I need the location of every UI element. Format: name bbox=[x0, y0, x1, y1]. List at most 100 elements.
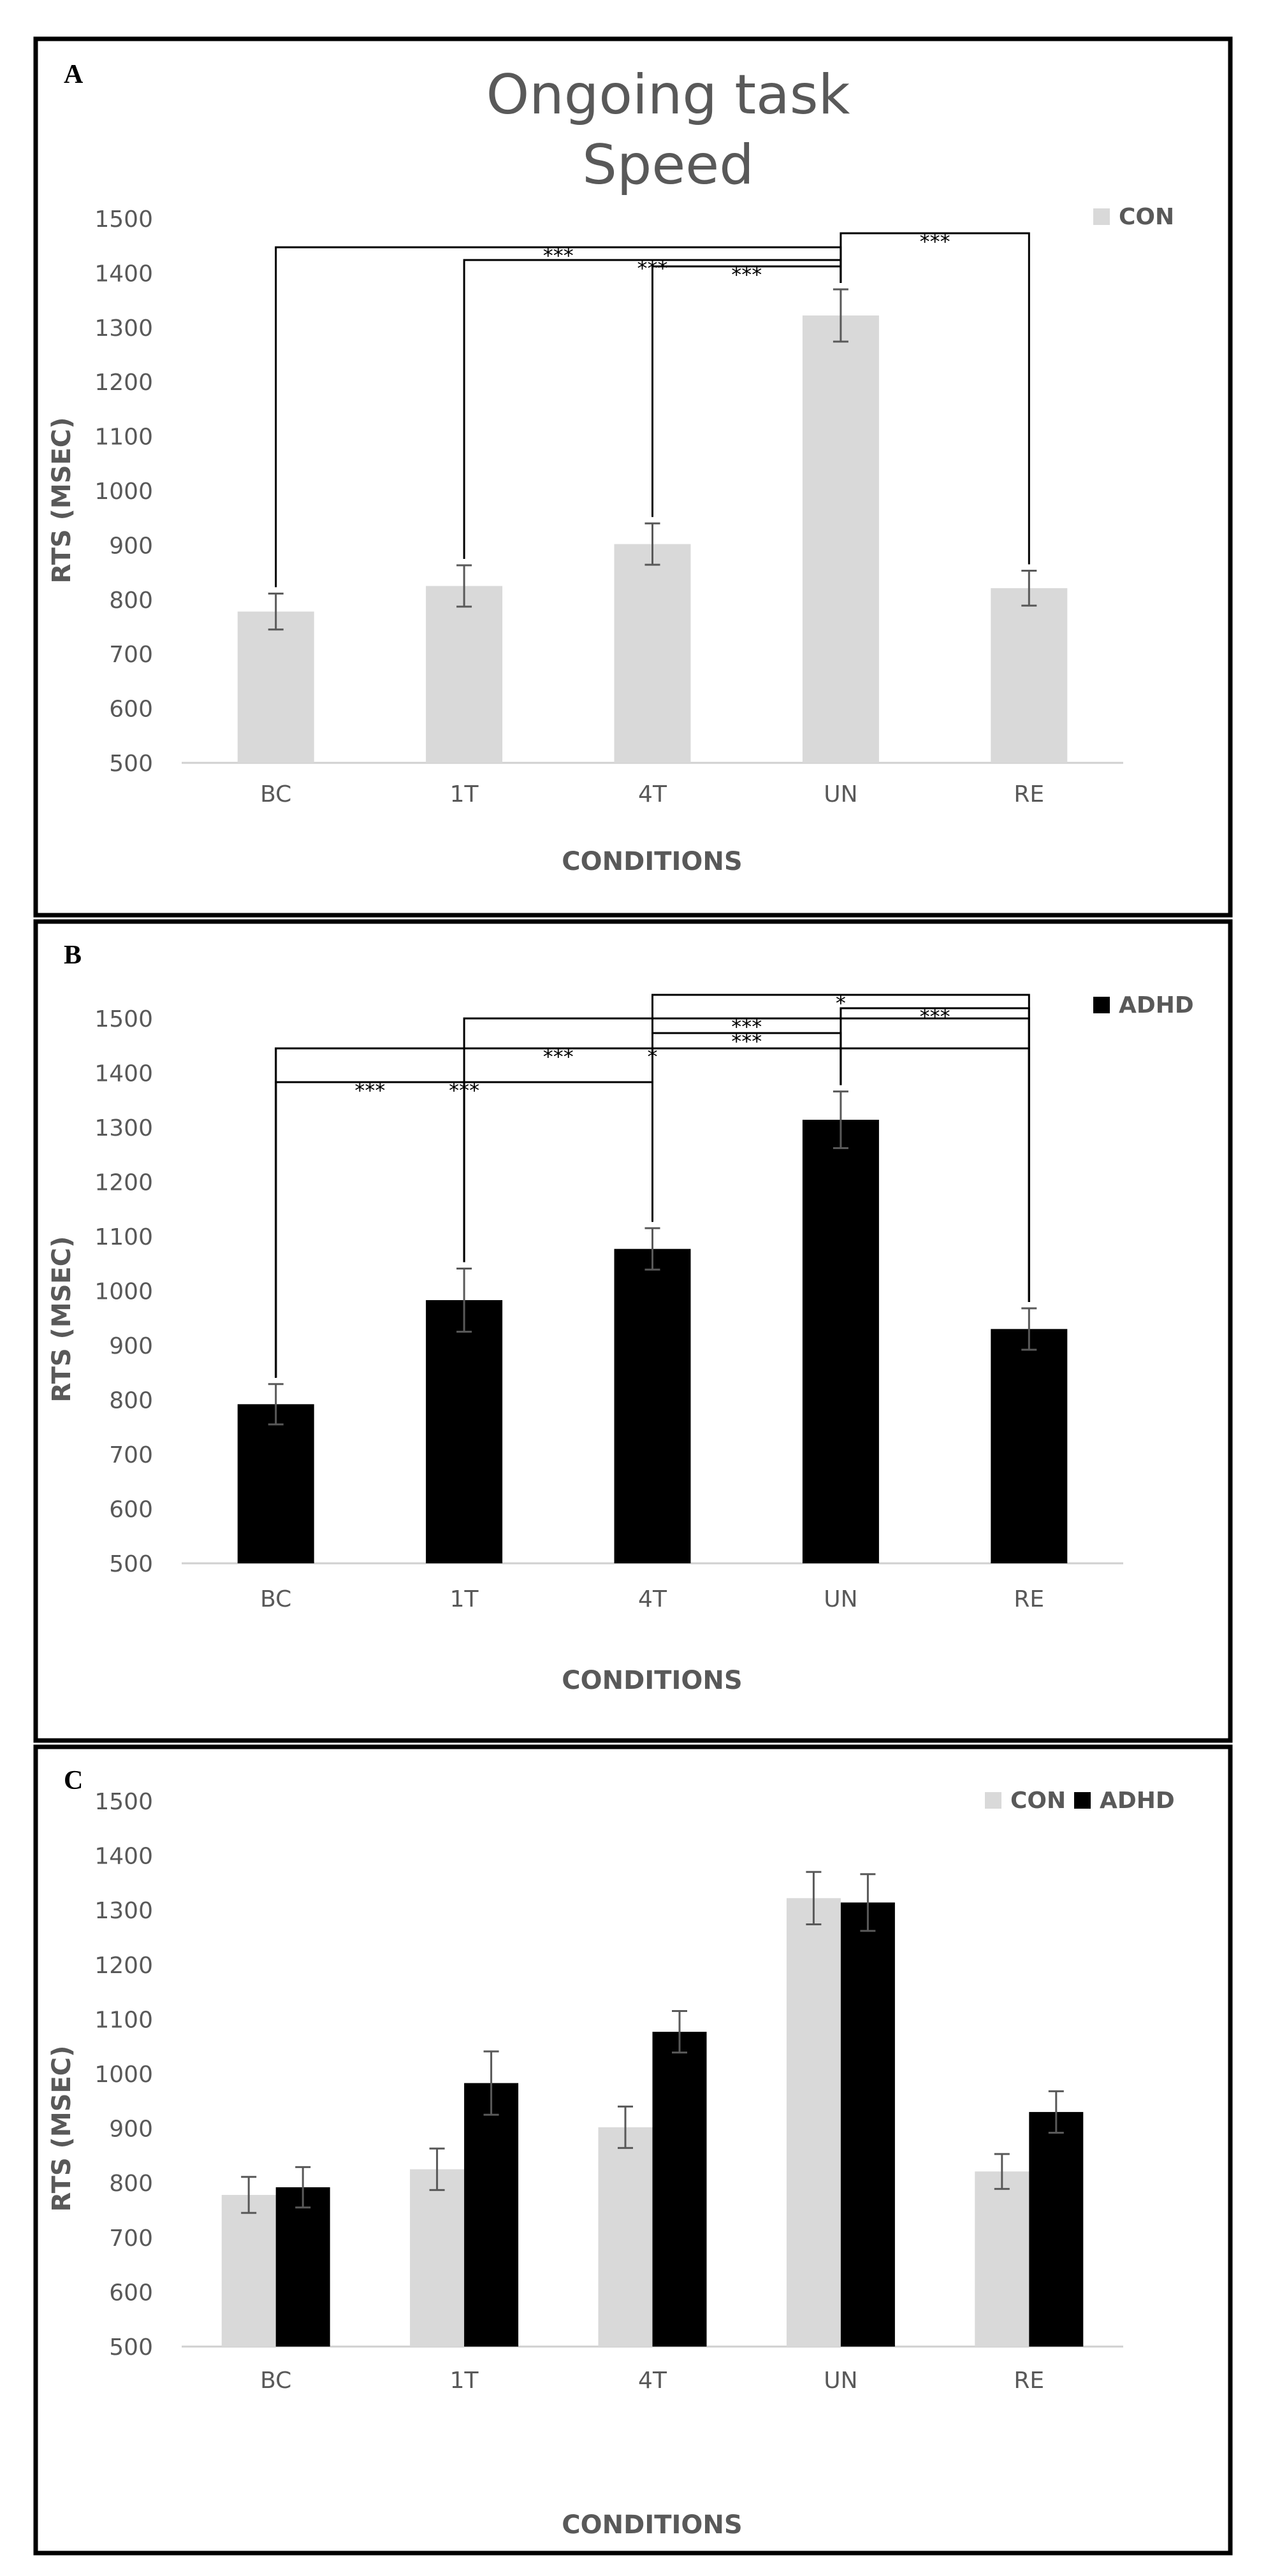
panel-a-xtick-label: UN bbox=[824, 781, 857, 807]
panel-c-ytick-label: 1000 bbox=[94, 2062, 153, 2088]
panel-b-bar-adhd bbox=[426, 1300, 503, 1563]
panel-b-ytick-label: 1000 bbox=[94, 1279, 153, 1305]
panel-a-ytick-label: 900 bbox=[109, 533, 153, 559]
panel-b-significance-bracket bbox=[275, 1081, 653, 1378]
panel-c-xtick-label: BC bbox=[260, 2368, 291, 2394]
panel-a-xtick-label: 1T bbox=[450, 781, 479, 807]
panel-a-frame bbox=[33, 36, 1233, 918]
panel-a-ytick-label: 1000 bbox=[94, 479, 153, 505]
panel-b-bar-adhd bbox=[614, 1248, 691, 1563]
panel-b-xtick-label: BC bbox=[260, 1586, 291, 1612]
panel-b-significance-label: *** bbox=[920, 1004, 950, 1029]
panel-c-ytick-label: 1400 bbox=[94, 1844, 153, 1870]
panel-c-ytick-label: 1500 bbox=[94, 1789, 153, 1815]
panel-a-ytick-label: 700 bbox=[109, 642, 153, 668]
panel-b-significance-label: *** bbox=[449, 1078, 479, 1103]
panel-b-xtick-label: 1T bbox=[450, 1586, 479, 1612]
panel-c-ytick-label: 900 bbox=[109, 2117, 153, 2143]
panel-b-ytick-label: 800 bbox=[109, 1388, 153, 1414]
panel-c-bar-con bbox=[410, 2169, 465, 2347]
panel-a-ytick-label: 1300 bbox=[94, 315, 153, 342]
panel-b-xtick-label: RE bbox=[1014, 1586, 1044, 1612]
panel-b-ytick-label: 1400 bbox=[94, 1061, 153, 1087]
panel-a-legend-label-con: CON bbox=[1119, 204, 1174, 230]
figure-title-line2: Speed bbox=[582, 133, 754, 197]
panel-a-ytick-label: 1100 bbox=[94, 424, 153, 451]
panel-c-frame bbox=[33, 1744, 1233, 2556]
panel-b-ytick-label: 1100 bbox=[94, 1224, 153, 1250]
panel-c-letter: C bbox=[64, 1766, 83, 1795]
panel-b-xtick-label: UN bbox=[824, 1586, 857, 1612]
panel-a-letter: A bbox=[64, 60, 84, 89]
panel-b-ytick-label: 1500 bbox=[94, 1006, 153, 1032]
panel-c-legend-swatch-adhd bbox=[1074, 1792, 1091, 1809]
panel-a-bar-con bbox=[426, 586, 503, 763]
panel-a-ytick-label: 1400 bbox=[94, 261, 153, 287]
panel-c-ytick-label: 800 bbox=[109, 2171, 153, 2197]
panel-b-ytick-label: 600 bbox=[109, 1497, 153, 1523]
panel-c-legend-label-con: CON bbox=[1010, 1788, 1066, 1814]
panel-c-xlabel: CONDITIONS bbox=[562, 2510, 742, 2540]
panel-a-legend-swatch-con bbox=[1093, 208, 1110, 225]
panel-b-significance-label: *** bbox=[731, 1015, 762, 1039]
panel-b-letter: B bbox=[64, 941, 82, 970]
panel-b-ytick-label: 1300 bbox=[94, 1115, 153, 1141]
panel-b-ytick-label: 700 bbox=[109, 1442, 153, 1468]
panel-a-bar-con bbox=[614, 544, 691, 763]
panel-a-ytick-label: 800 bbox=[109, 588, 153, 614]
panel-a-ytick-label: 500 bbox=[109, 751, 153, 777]
panel-b-xtick-label: 4T bbox=[638, 1586, 667, 1612]
panel-a-bar-con bbox=[991, 588, 1068, 763]
panel-b-legend-swatch-adhd bbox=[1093, 997, 1110, 1013]
panel-b-legend-label-adhd: ADHD bbox=[1119, 992, 1194, 1018]
panel-a-xlabel: CONDITIONS bbox=[562, 847, 742, 876]
panel-c-xtick-label: RE bbox=[1014, 2368, 1044, 2394]
panel-c-bar-adhd bbox=[275, 2187, 330, 2347]
figure-title-line1: Ongoing task bbox=[486, 63, 850, 127]
panel-c-ytick-label: 500 bbox=[109, 2334, 153, 2361]
panel-c-bar-con bbox=[598, 2127, 653, 2347]
panel-c-ylabel: RTS (MSEC) bbox=[47, 2046, 76, 2212]
panel-a-ytick-label: 600 bbox=[109, 697, 153, 723]
panel-b-significance-label: * bbox=[648, 1045, 658, 1069]
panel-a-bar-con bbox=[237, 611, 314, 763]
panel-c-xtick-label: 1T bbox=[450, 2368, 479, 2394]
panel-c-xtick-label: 4T bbox=[638, 2368, 667, 2394]
panel-c-bar-con bbox=[221, 2195, 276, 2347]
panel-c-ytick-label: 1200 bbox=[94, 1953, 153, 1979]
panel-b-bar-adhd bbox=[237, 1404, 314, 1563]
panel-c-bar-adhd bbox=[1029, 2111, 1084, 2347]
panel-a-xtick-label: RE bbox=[1014, 781, 1044, 807]
panel-a-ytick-label: 1200 bbox=[94, 370, 153, 396]
panel-b-ytick-label: 500 bbox=[109, 1551, 153, 1577]
panel-a-significance-bracket bbox=[275, 246, 842, 588]
panel-b-xlabel: CONDITIONS bbox=[562, 1666, 742, 1695]
panel-c-ytick-label: 1300 bbox=[94, 1898, 153, 1924]
panel-b-significance-label: *** bbox=[731, 1029, 762, 1053]
panel-a-xtick-label: 4T bbox=[638, 781, 667, 807]
panel-a-significance-label: *** bbox=[920, 229, 950, 254]
panel-c-bar-adhd bbox=[840, 1902, 895, 2347]
panel-b-ylabel: RTS (MSEC) bbox=[47, 1236, 76, 1403]
panel-c-ytick-label: 600 bbox=[109, 2280, 153, 2306]
panel-a-bar-con bbox=[802, 315, 879, 763]
panel-a-significance-bracket bbox=[840, 232, 1030, 565]
panel-a-significance-label: *** bbox=[731, 263, 762, 287]
panel-c-bar-adhd bbox=[464, 2083, 519, 2347]
panel-c-legend-swatch-con bbox=[985, 1792, 1001, 1809]
panel-a-xtick-label: BC bbox=[260, 781, 291, 807]
panel-b-bar-adhd bbox=[991, 1329, 1068, 1563]
panel-a-ytick-label: 1500 bbox=[94, 206, 153, 233]
panel-b-ytick-label: 1200 bbox=[94, 1170, 153, 1196]
panel-c-bar-con bbox=[786, 1898, 841, 2347]
panel-b-bar-adhd bbox=[802, 1120, 879, 1563]
panel-b-ytick-label: 900 bbox=[109, 1333, 153, 1359]
panel-a-ylabel: RTS (MSEC) bbox=[47, 417, 76, 584]
panel-c-bar-adhd bbox=[652, 2032, 707, 2347]
panel-b-frame bbox=[33, 919, 1233, 1743]
panel-c-ytick-label: 1100 bbox=[94, 2007, 153, 2033]
panel-c-legend-label-adhd: ADHD bbox=[1100, 1788, 1175, 1814]
panel-c-bar-con bbox=[975, 2171, 1030, 2347]
panel-a-significance-label: *** bbox=[543, 243, 574, 268]
